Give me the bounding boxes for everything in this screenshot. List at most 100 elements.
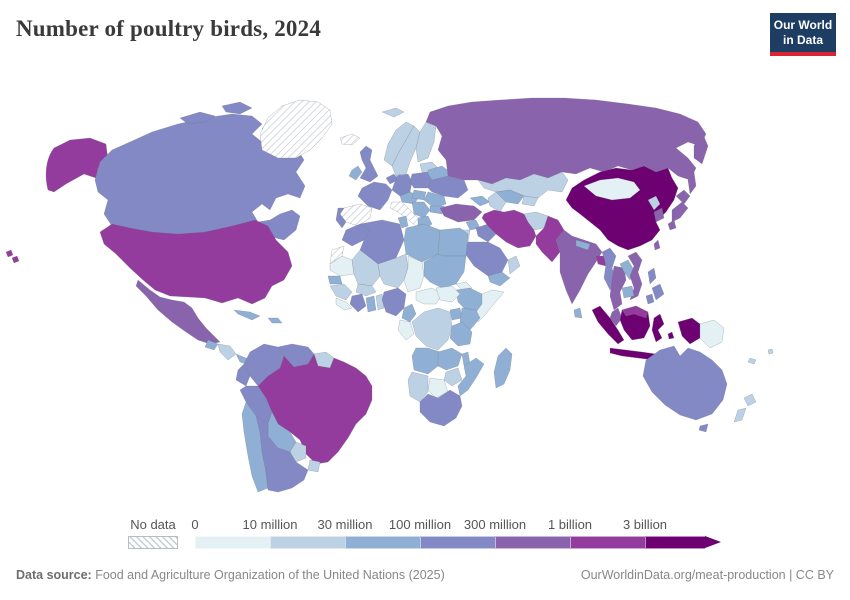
- country-turkmenistan[interactable]: [487, 191, 507, 213]
- country-north-korea[interactable]: [647, 195, 661, 211]
- country-portugal[interactable]: [335, 207, 347, 229]
- country-united-kingdom[interactable]: [359, 145, 379, 183]
- country-botswana[interactable]: [427, 377, 449, 399]
- data-source-note: Data source: Food and Agriculture Organi…: [16, 568, 445, 582]
- country-zambia[interactable]: [437, 347, 463, 371]
- legend-bin-1[interactable]: [270, 536, 345, 549]
- country-somalia[interactable]: [475, 289, 505, 323]
- country-cambodia[interactable]: [621, 285, 635, 299]
- country-angola[interactable]: [411, 347, 441, 375]
- country-dr-congo[interactable]: [411, 307, 453, 351]
- country-mexico[interactable]: [135, 279, 221, 345]
- country-paraguay[interactable]: [289, 441, 307, 463]
- country-saudi-arabia[interactable]: [463, 241, 509, 277]
- country-canada-arctic-2[interactable]: [221, 101, 253, 115]
- country-sri-lanka[interactable]: [573, 307, 583, 319]
- country-burkina-faso[interactable]: [355, 283, 377, 297]
- country-zimbabwe[interactable]: [443, 367, 463, 387]
- country-congo-gabon[interactable]: [397, 319, 415, 341]
- country-madagascar[interactable]: [493, 347, 513, 389]
- country-ivory-coast[interactable]: [349, 293, 367, 313]
- country-taiwan[interactable]: [653, 239, 661, 251]
- legend-bin-4[interactable]: [495, 536, 570, 549]
- country-hispaniola[interactable]: [267, 317, 283, 324]
- country-australia-tasmania[interactable]: [698, 423, 709, 433]
- country-canada-arctic-1[interactable]: [179, 111, 216, 125]
- country-sudan[interactable]: [423, 253, 467, 289]
- country-united-states-hawaii[interactable]: [5, 249, 20, 264]
- country-germany[interactable]: [391, 173, 413, 197]
- owid-link[interactable]: OurWorldinData.org/meat-production | CC …: [580, 568, 834, 582]
- country-sierra-leone-liberia[interactable]: [335, 297, 353, 311]
- country-caucasus[interactable]: [469, 195, 491, 207]
- country-honduras-nicaragua[interactable]: [217, 343, 237, 361]
- country-nepal[interactable]: [575, 239, 591, 251]
- country-russia-sakhalin[interactable]: [687, 171, 697, 195]
- country-guinea[interactable]: [329, 283, 353, 301]
- legend-bin-2[interactable]: [345, 536, 420, 549]
- country-kenya[interactable]: [459, 307, 481, 331]
- country-libya[interactable]: [403, 223, 441, 263]
- legend-bin-3[interactable]: [420, 536, 495, 549]
- country-tanzania[interactable]: [449, 321, 473, 347]
- country-finland[interactable]: [415, 121, 437, 163]
- legend-bin-6[interactable]: [645, 536, 705, 549]
- country-united-states[interactable]: [99, 219, 293, 305]
- country-eritrea[interactable]: [455, 281, 473, 291]
- country-united-states-alaska[interactable]: [45, 137, 109, 193]
- country-cuba[interactable]: [233, 309, 261, 321]
- country-turkey[interactable]: [439, 203, 483, 223]
- country-ecuador[interactable]: [235, 363, 251, 387]
- country-malaysia[interactable]: [609, 307, 623, 327]
- country-hungary-slovakia[interactable]: [411, 189, 427, 201]
- country-indonesia-sumatra[interactable]: [591, 305, 625, 345]
- country-philippines[interactable]: [645, 267, 665, 305]
- country-egypt[interactable]: [437, 227, 469, 257]
- country-tunisia[interactable]: [397, 215, 409, 229]
- country-mozambique[interactable]: [457, 357, 485, 397]
- country-kyrgyzstan-tajikistan[interactable]: [521, 195, 539, 207]
- country-indonesia-sulawesi[interactable]: [651, 313, 665, 343]
- country-australia[interactable]: [642, 345, 728, 421]
- country-balkans[interactable]: [411, 201, 431, 219]
- country-guatemala[interactable]: [204, 339, 219, 351]
- country-papua-new-guinea[interactable]: [699, 319, 725, 349]
- legend-tick-3: 100 million: [388, 517, 452, 532]
- country-fiji[interactable]: [767, 348, 774, 355]
- country-cameroon[interactable]: [401, 303, 417, 323]
- country-ireland[interactable]: [348, 165, 363, 181]
- country-vietnam[interactable]: [627, 251, 643, 301]
- country-nigeria[interactable]: [381, 287, 407, 317]
- country-south-korea[interactable]: [653, 207, 665, 223]
- country-japan[interactable]: [667, 189, 691, 231]
- country-chad[interactable]: [403, 255, 425, 293]
- country-france[interactable]: [357, 181, 393, 211]
- country-uganda[interactable]: [449, 307, 463, 321]
- country-svalbard[interactable]: [381, 107, 405, 118]
- country-mongolia[interactable]: [583, 177, 641, 201]
- country-oman[interactable]: [507, 255, 521, 275]
- country-argentina[interactable]: [255, 415, 309, 493]
- country-central-african-republic[interactable]: [415, 287, 443, 305]
- country-iran[interactable]: [481, 209, 537, 249]
- data-source-label: Data source:: [16, 568, 92, 582]
- country-china[interactable]: [565, 165, 679, 251]
- country-new-caledonia[interactable]: [747, 357, 757, 365]
- country-south-africa[interactable]: [419, 389, 463, 427]
- country-togo-benin[interactable]: [375, 293, 385, 311]
- country-new-zealand[interactable]: [733, 393, 757, 423]
- no-data-swatch[interactable]: [128, 536, 178, 549]
- legend-bin-0[interactable]: [195, 536, 270, 549]
- country-russia-kamchatka[interactable]: [693, 131, 709, 165]
- country-iceland[interactable]: [339, 133, 361, 146]
- country-ghana[interactable]: [365, 295, 377, 313]
- country-south-sudan[interactable]: [435, 285, 461, 303]
- owid-logo[interactable]: Our World in Data: [770, 13, 836, 56]
- country-malaysia-borneo[interactable]: [621, 305, 649, 319]
- country-greenland[interactable]: [259, 99, 333, 159]
- country-uruguay[interactable]: [307, 459, 321, 473]
- country-yemen[interactable]: [487, 271, 511, 287]
- legend-bin-5[interactable]: [570, 536, 645, 549]
- country-indonesia-papua[interactable]: [677, 317, 701, 345]
- country-senegal[interactable]: [327, 275, 343, 285]
